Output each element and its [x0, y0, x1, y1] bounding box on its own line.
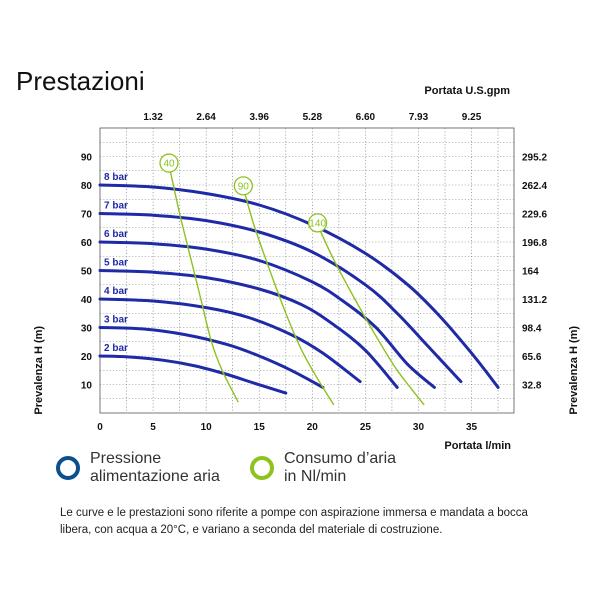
- y-tick-label: 80: [81, 181, 93, 192]
- x-top-tick-label: 3.96: [249, 112, 269, 123]
- air-curve-label: 40: [163, 159, 175, 170]
- y-right-tick-label: 262.4: [522, 181, 547, 192]
- y-right-axis-title: Prevalenza H (m): [568, 326, 580, 415]
- y-right-tick-label: 98.4: [522, 324, 542, 335]
- x-top-axis-title: Portata U.S.gpm: [424, 85, 510, 97]
- x-tick-label: 5: [150, 422, 156, 433]
- pressure-curve-label: 4 bar: [104, 286, 128, 297]
- x-top-tick-label: 7.93: [409, 112, 429, 123]
- footnote: Le curve e le prestazioni sono riferite …: [60, 507, 528, 536]
- y-right-tick-label: 32.8: [522, 381, 542, 392]
- pressure-curve-label: 6 bar: [104, 229, 128, 240]
- y-axis-title: Prevalenza H (m): [33, 326, 45, 415]
- pressure-curve-label: 7 bar: [104, 201, 128, 212]
- x-axis-title: Portata l/min: [444, 440, 511, 450]
- pressure-curve-label: 8 bar: [104, 172, 128, 183]
- y-tick-label: 60: [81, 238, 93, 249]
- x-tick-label: 15: [254, 422, 266, 433]
- x-top-tick-label: 9.25: [462, 112, 482, 123]
- pressure-curve-4-bar: [98, 297, 362, 384]
- air-curve-40: [168, 164, 239, 403]
- legend-pressure: Pressione alimentazione aria: [56, 450, 240, 486]
- x-top-tick-label: 1.32: [143, 112, 163, 123]
- air-curve-label: 90: [238, 181, 250, 192]
- pressure-curve-2-bar: [98, 354, 288, 395]
- legend-pressure-text: Pressione alimentazione aria: [90, 450, 240, 486]
- legend-air-line1: Consumo d’aria: [284, 450, 397, 467]
- air-label-circle: [307, 213, 328, 233]
- x-top-tick-label: 2.64: [196, 112, 216, 123]
- x-tick-label: 0: [97, 422, 103, 433]
- pressure-curve-5-bar: [98, 269, 399, 389]
- air-legend-ring-icon: [250, 456, 274, 480]
- y-right-tick-label: 164: [522, 267, 539, 278]
- y-right-tick-label: 229.6: [522, 210, 547, 221]
- pressure-curve-3-bar: [98, 326, 325, 389]
- legend-air-line2: in Nl/min: [284, 468, 347, 485]
- y-tick-label: 40: [81, 295, 93, 306]
- page-title: Prestazioni: [16, 66, 145, 96]
- x-top-tick-label: 6.60: [356, 112, 376, 123]
- air-curve-140: [316, 224, 425, 406]
- x-tick-label: 35: [466, 422, 478, 433]
- performance-chart: 0 5 10 15 20 25 30 35 1.32 2.64 3.96 5.28 6.60 7.93 9.…: [33, 85, 580, 450]
- legend-pressure-line2: alimentazione aria: [90, 468, 220, 485]
- x-top-tick-label: 5.28: [303, 112, 323, 123]
- legend-air: Consumo d’aria in Nl/min: [250, 450, 434, 486]
- y-right-tick-label: 295.2: [522, 153, 547, 164]
- x-tick-label: 30: [413, 422, 425, 433]
- pressure-curve-label: 5 bar: [104, 258, 128, 269]
- pressure-curve-label: 3 bar: [104, 315, 128, 326]
- y-right-tick-label: 65.6: [522, 352, 542, 363]
- y-right-tick-label: 196.8: [522, 238, 547, 249]
- x-tick-label: 25: [360, 422, 372, 433]
- x-tick-label: 20: [307, 422, 319, 433]
- air-label-circle: [159, 153, 179, 173]
- air-curve-90: [242, 187, 335, 406]
- pressure-curve-8-bar: [98, 183, 500, 389]
- pressure-legend-ring-icon: [56, 456, 80, 480]
- y-tick-label: 10: [81, 381, 93, 392]
- pressure-curve-label: 2 bar: [104, 343, 128, 354]
- legend-air-text: Consumo d’aria in Nl/min: [284, 450, 434, 486]
- y-right-tick-label: 131.2: [522, 295, 547, 306]
- y-tick-label: 90: [81, 153, 93, 164]
- air-curve-label: 140: [309, 218, 326, 229]
- pressure-curve-6-bar: [98, 240, 436, 389]
- x-tick-label: 10: [201, 422, 213, 433]
- y-tick-label: 50: [81, 267, 93, 278]
- legend-pressure-line1: Pressione: [90, 450, 162, 467]
- air-label-circle: [233, 176, 253, 196]
- pressure-curve-7-bar: [98, 212, 463, 384]
- y-tick-label: 20: [81, 352, 93, 363]
- y-tick-label: 30: [81, 324, 93, 335]
- y-tick-label: 70: [81, 210, 93, 221]
